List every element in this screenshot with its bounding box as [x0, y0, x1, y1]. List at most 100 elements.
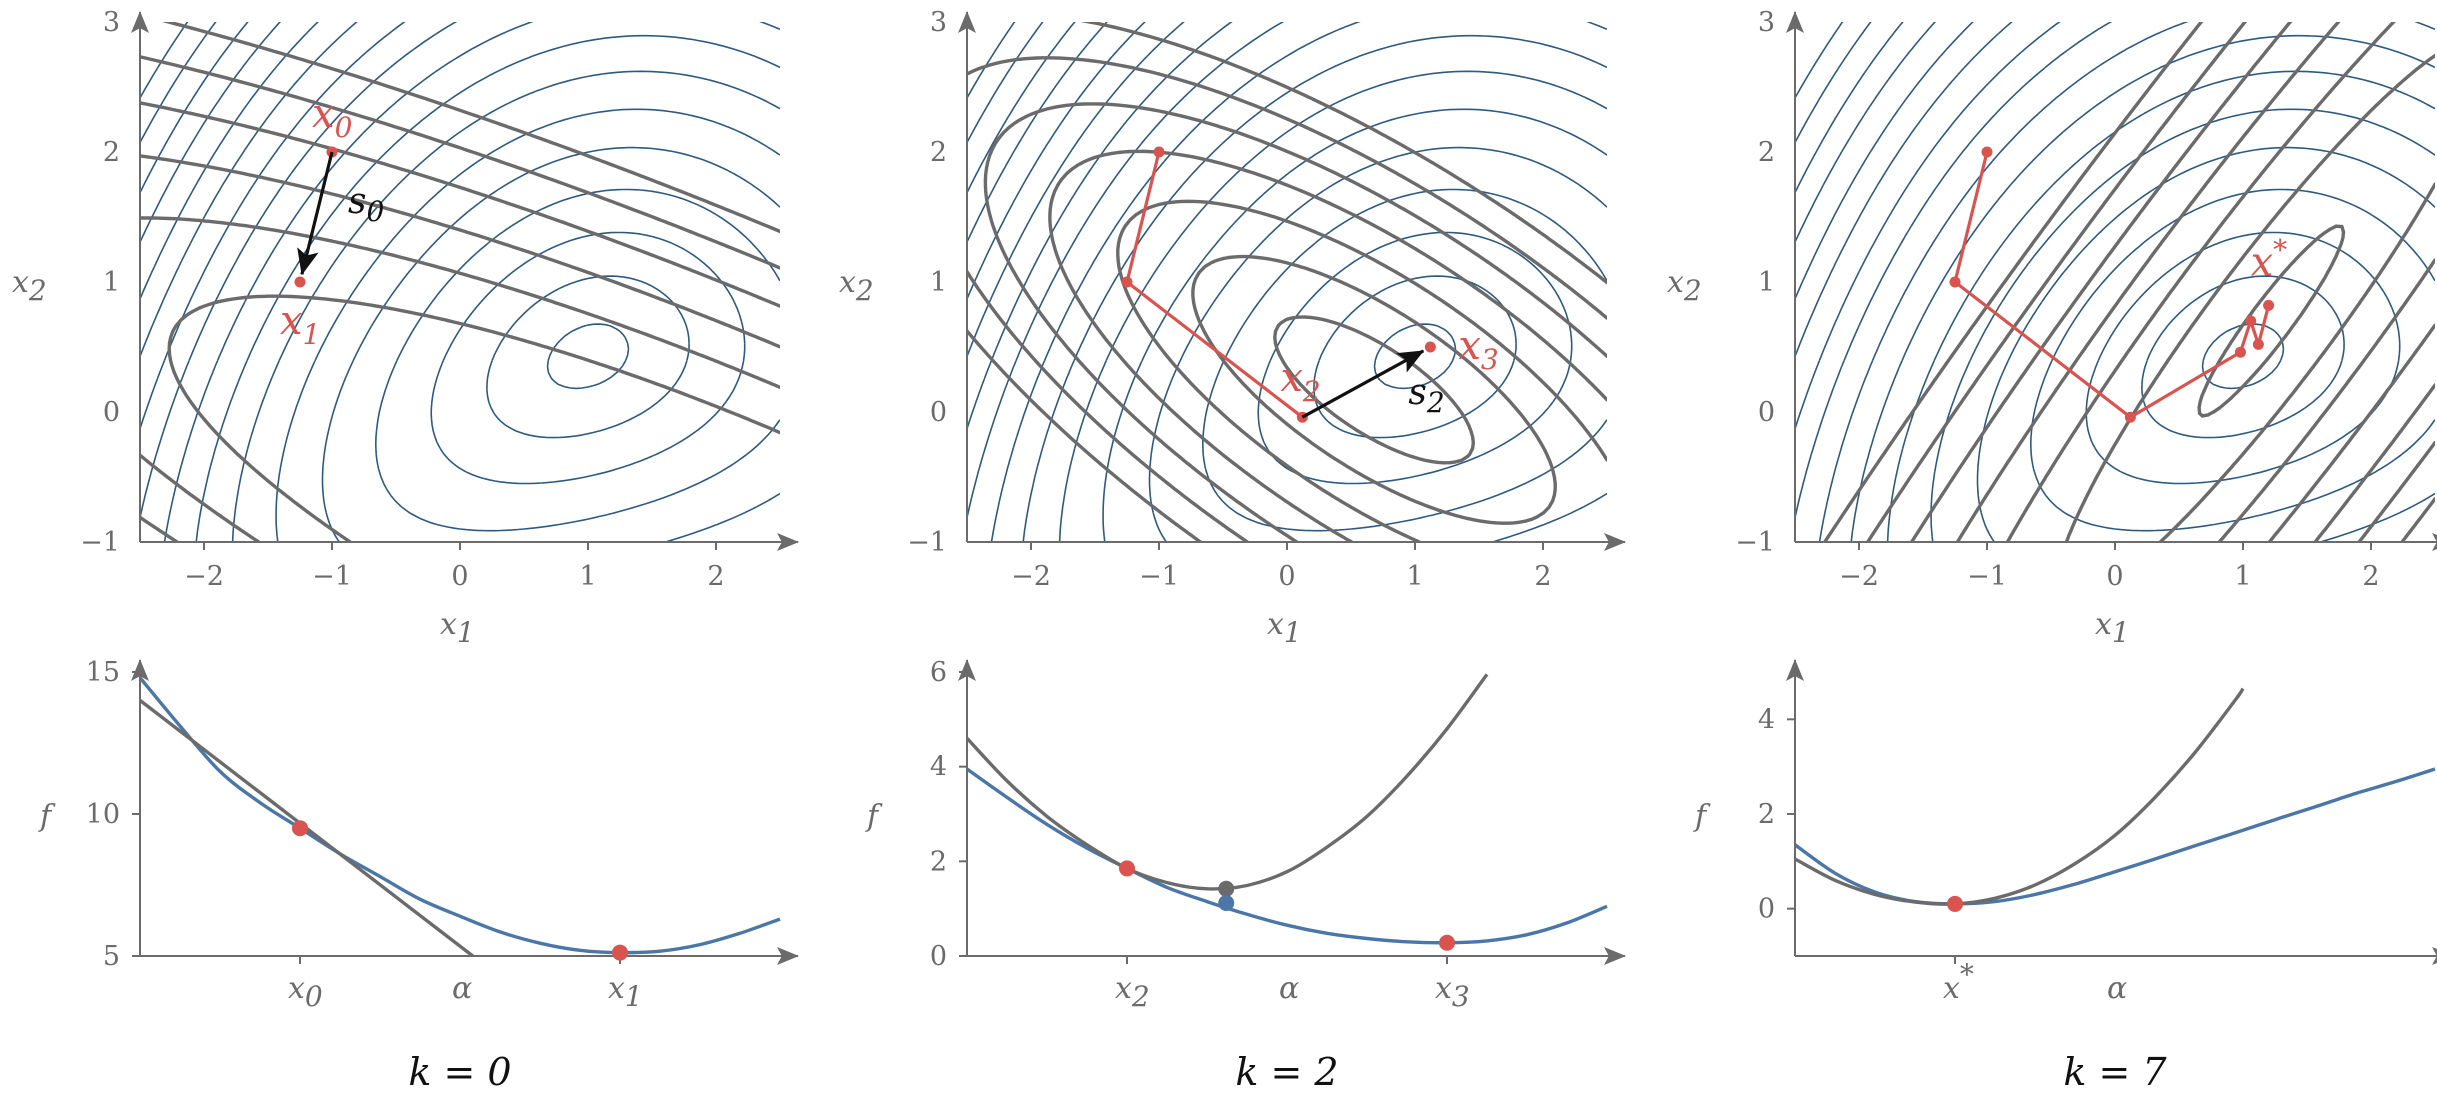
contour-level-7 — [1058, 70, 1607, 542]
curve-marker — [612, 944, 628, 961]
step-arrow — [297, 151, 334, 276]
line-search-panel-2: 0 2 4 6 f x2 x3 α — [865, 657, 1626, 1013]
x-axis-label: α — [2107, 971, 2127, 1006]
contour-level-15 — [1795, 22, 1904, 193]
x-axis-label: x1 — [440, 607, 475, 649]
contour-level-1 — [546, 323, 630, 390]
contour-level-17 — [967, 22, 1016, 99]
contour-lines — [967, 22, 1607, 542]
y-tick-label: 2 — [930, 846, 947, 877]
line-search-panel-1: 5 10 15 f x0 x1 α — [38, 657, 799, 1013]
contour-level-13 — [1795, 22, 1974, 300]
caption-3: k = 7 — [2063, 1050, 2167, 1094]
y-tick-label: −1 — [1735, 527, 1775, 558]
model-contour-1 — [167, 294, 780, 542]
iterate-point — [294, 276, 306, 288]
contour-level-16 — [1795, 22, 1872, 143]
x-tick-label: 2 — [2362, 561, 2379, 592]
curve-marker — [292, 820, 308, 837]
contour-level-7 — [1886, 70, 2435, 542]
x-tick-label: x* — [1943, 958, 1974, 1006]
step-label: s2 — [1408, 372, 1444, 419]
contour-level-7 — [231, 70, 780, 542]
y-tick-label: 1 — [1758, 267, 1775, 298]
model-contour-1 — [2197, 224, 2346, 418]
contour-level-8 — [195, 34, 780, 542]
x-tick-label: 1 — [1406, 561, 1423, 592]
model-contour-6 — [1866, 22, 2435, 542]
caption-1: k = 0 — [408, 1050, 511, 1094]
model-contour-5 — [983, 102, 1607, 542]
iterate-point — [1424, 341, 1436, 353]
x-tick-label: x2 — [1115, 971, 1150, 1013]
model-contour-6 — [161, 22, 780, 234]
model-contour-2 — [140, 216, 780, 542]
model-contour-2 — [2064, 53, 2435, 542]
contour-level-6 — [1930, 108, 2435, 542]
y-tick-label: 5 — [103, 941, 120, 972]
x-tick-label: −2 — [1839, 561, 1879, 592]
y-tick-label: 15 — [86, 657, 120, 688]
contour-level-4 — [1202, 188, 1607, 532]
model-contour-3 — [140, 154, 780, 542]
point-label: x2 — [1280, 355, 1320, 408]
curve-marker — [1439, 934, 1455, 951]
contour-level-16 — [967, 22, 1044, 143]
contour-level-15 — [967, 22, 1076, 193]
contour-level-6 — [1102, 108, 1607, 542]
y-axis-label: x2 — [839, 265, 874, 307]
y-tick-label: 0 — [1758, 397, 1775, 428]
x-tick-label: 1 — [2234, 561, 2251, 592]
contour-level-2 — [486, 275, 690, 439]
x-tick-label: 2 — [1534, 561, 1551, 592]
y-axis-label: f — [38, 799, 56, 834]
y-tick-label: 3 — [1758, 7, 1775, 38]
iterate-point — [2263, 299, 2275, 311]
x-tick-label: 0 — [1278, 561, 1295, 592]
point-label: x0 — [312, 91, 352, 144]
model-contour-6 — [967, 56, 1607, 542]
contour-level-6 — [275, 108, 780, 542]
contour-level-17 — [1795, 22, 1844, 99]
model-contour-3 — [2005, 22, 2435, 542]
contour-level-9 — [163, 22, 780, 542]
y-tick-label: −1 — [907, 527, 947, 558]
function-curve — [967, 767, 1608, 945]
model-contour-7 — [1823, 22, 2435, 542]
contour-level-3 — [430, 231, 746, 485]
contour-level-3 — [1257, 231, 1573, 485]
iterate-point — [2252, 338, 2264, 350]
x-tick-label: −2 — [184, 561, 224, 592]
iterate-point — [2245, 315, 2257, 327]
contour-level-14 — [1795, 22, 1937, 243]
x-axis-label: x1 — [1267, 607, 1302, 649]
step-arrow — [1301, 349, 1425, 419]
model-contour-2 — [1191, 254, 1557, 525]
iterate-point — [1153, 146, 1165, 158]
x-axis-label: α — [1279, 971, 1299, 1006]
contour-level-2 — [2141, 275, 2345, 439]
x-tick-label: x0 — [288, 971, 323, 1013]
x-axis-label: x1 — [2095, 607, 2130, 649]
point-label: x3 — [1458, 323, 1498, 376]
model-contour-4 — [140, 101, 780, 308]
model-contour-5 — [140, 55, 780, 270]
x-axis-label: α — [452, 971, 472, 1006]
y-tick-label: 0 — [930, 941, 947, 972]
y-tick-label: 6 — [930, 657, 947, 688]
x-tick-label: x1 — [608, 971, 643, 1013]
caption-2: k = 2 — [1235, 1050, 1338, 1094]
y-tick-label: 0 — [930, 397, 947, 428]
x-tick-label: 1 — [579, 561, 596, 592]
step-label: s0 — [348, 181, 384, 228]
iterate-point — [2124, 411, 2136, 423]
y-tick-label: 4 — [930, 752, 947, 783]
x-tick-label: x3 — [1435, 971, 1470, 1013]
x-tick-label: 0 — [2106, 561, 2123, 592]
y-tick-label: 10 — [86, 799, 120, 830]
contour-level-9 — [990, 22, 1607, 542]
x-tick-label: 0 — [451, 561, 468, 592]
y-tick-label: 1 — [103, 267, 120, 298]
y-tick-label: 2 — [930, 137, 947, 168]
